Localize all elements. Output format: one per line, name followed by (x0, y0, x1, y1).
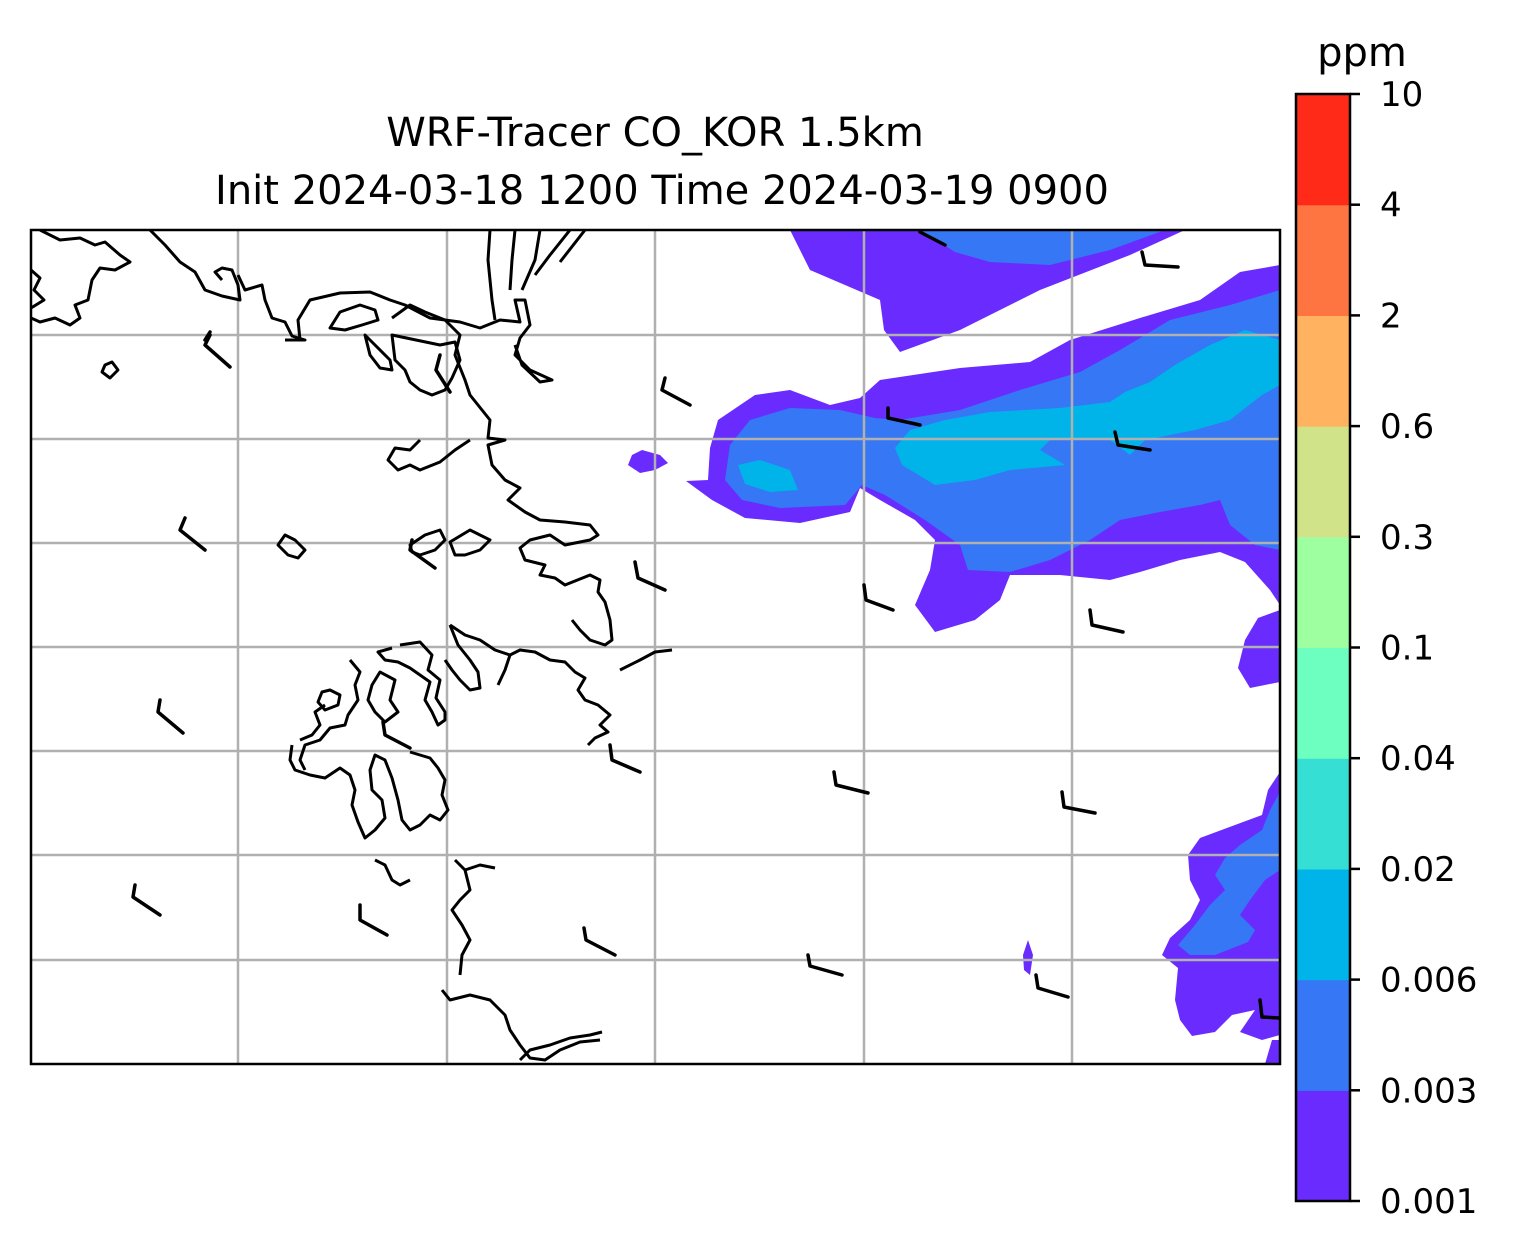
colorbar-segment (1296, 758, 1350, 870)
colorbar-tick-label: 4 (1380, 186, 1402, 226)
colorbar-tick-label: 0.006 (1380, 961, 1477, 1001)
colorbar-tick-label: 0.001 (1380, 1182, 1477, 1222)
coastlines (31, 230, 673, 1062)
colorbar-segment (1296, 1090, 1350, 1202)
colorbar: ppm 0.001 0.003 0.006 0.02 0.04 0.1 0.3 0.6 2 4 10 (1294, 30, 1477, 1222)
map-area (31, 230, 1280, 1064)
colorbar-segment (1296, 426, 1350, 538)
title-line-2: Init 2024-03-18 1200 Time 2024-03-19 090… (215, 168, 1109, 214)
concentration-fill-0.006 (738, 330, 1280, 492)
colorbar-segment (1296, 647, 1350, 759)
colorbar-tick-label: 10 (1380, 75, 1423, 115)
colorbar-unit-label: ppm (1317, 30, 1407, 76)
colorbar-segment (1296, 94, 1350, 206)
colorbar-segment (1296, 979, 1350, 1091)
colorbar-tick-label: 0.1 (1380, 629, 1434, 669)
colorbar-segment (1296, 204, 1350, 316)
colorbar-tick-label: 0.3 (1380, 518, 1434, 558)
colorbar-tick-label: 0.02 (1380, 850, 1456, 890)
colorbar-tick-label: 0.04 (1380, 739, 1456, 779)
wind-barbs (131, 230, 1280, 1020)
colorbar-tick-label: 0.6 (1380, 407, 1434, 447)
gridlines (31, 230, 1280, 1064)
colorbar-tick-label: 0.003 (1380, 1071, 1477, 1111)
colorbar-segment (1296, 315, 1350, 427)
colorbar-tick-label: 2 (1380, 296, 1402, 336)
colorbar-segment (1296, 536, 1350, 649)
colorbar-segment (1296, 868, 1350, 981)
title-line-1: WRF-Tracer CO_KOR 1.5km (386, 110, 924, 156)
map-frame (29, 228, 1282, 1066)
